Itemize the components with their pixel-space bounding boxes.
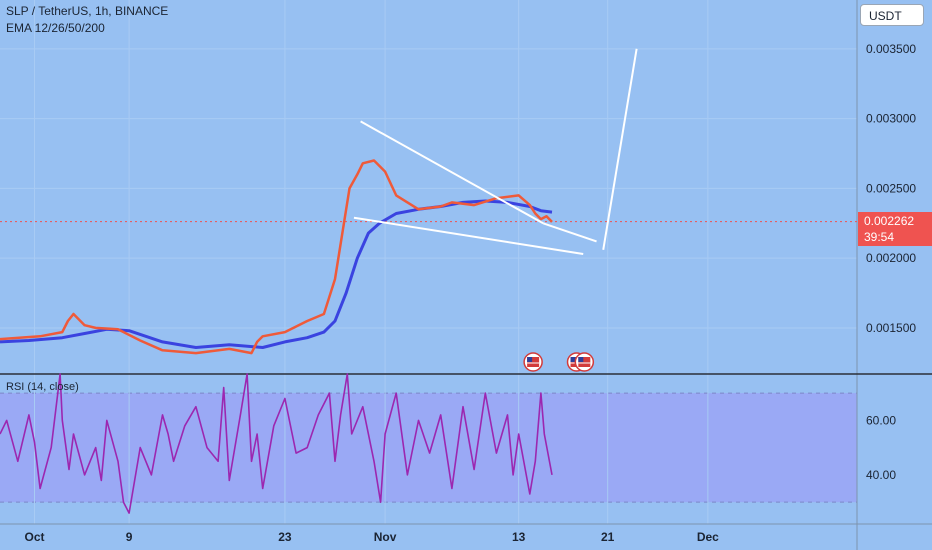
rsi-legend: RSI (14, close) — [6, 381, 79, 393]
time-tick-label: Dec — [697, 530, 719, 544]
time-tick-label: Nov — [374, 530, 397, 544]
rsi-tick-label: 40.00 — [866, 468, 896, 482]
ema-slow-line — [0, 199, 553, 349]
bar-countdown: 39:54 — [864, 229, 895, 244]
trendline-drawings[interactable] — [353, 48, 638, 255]
wedge-lower-line — [353, 216, 584, 255]
us-flag-icon — [574, 352, 595, 372]
time-axis: Oct 9 23 Nov 13 21 Dec — [24, 530, 719, 544]
price-tick-label: 0.003000 — [866, 112, 916, 126]
event-markers[interactable] — [523, 352, 595, 372]
price-series — [0, 159, 553, 355]
price-tick-label: 0.003500 — [866, 42, 916, 56]
rsi-guides — [0, 392, 857, 503]
price-axis: 0.003500 0.003000 0.002500 0.002000 0.001500 — [866, 42, 916, 335]
rsi-axis: 60.00 40.00 — [866, 413, 896, 482]
ema-fast-line — [0, 159, 553, 355]
rsi-tick-label: 60.00 — [866, 413, 896, 427]
wedge-upper-line — [360, 120, 544, 225]
indicator-legend: EMA 12/26/50/200 — [6, 21, 105, 35]
flag-stripes — [527, 357, 540, 367]
price-tick-label: 0.001500 — [866, 321, 916, 335]
rsi-series — [0, 373, 553, 514]
symbol-title: SLP / TetherUS, 1h, BINANCE — [6, 4, 169, 18]
price-tick-label: 0.002000 — [866, 251, 916, 265]
breakout-line — [602, 48, 638, 250]
time-tick-label: 13 — [512, 530, 526, 544]
wedge-upper-ext-line — [542, 222, 597, 243]
flag-canton — [578, 357, 584, 362]
flag-stripes — [578, 357, 591, 367]
time-tick-label: 9 — [126, 530, 133, 544]
time-tick-label: 21 — [601, 530, 615, 544]
flag-canton — [570, 357, 576, 362]
currency-button[interactable]: USDT — [860, 4, 924, 26]
flag-canton — [527, 357, 533, 362]
us-flag-icon — [523, 352, 543, 372]
rsi-line — [0, 373, 553, 514]
time-tick-label: 23 — [278, 530, 292, 544]
time-tick-label: Oct — [24, 530, 44, 544]
last-price-value: 0.002262 — [864, 213, 915, 228]
last-price-tag: 0.002262 39:54 — [858, 211, 932, 246]
price-tick-label: 0.002500 — [866, 181, 916, 195]
